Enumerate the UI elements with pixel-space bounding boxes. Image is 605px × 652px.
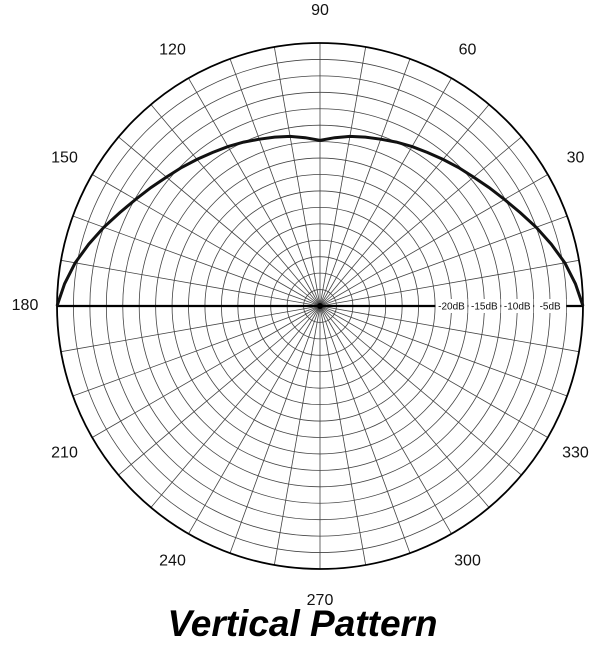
db-label-bg xyxy=(468,299,501,313)
db-label: -10dB xyxy=(504,302,531,313)
angle-label-330: 330 xyxy=(562,445,589,462)
angle-label-150: 150 xyxy=(51,150,78,167)
db-label: -5dB xyxy=(540,302,561,313)
angle-labels: 0306090120150180210240270300330 xyxy=(12,2,589,605)
angle-label-300: 300 xyxy=(454,553,481,570)
chart-title: Vertical Pattern xyxy=(167,603,438,644)
db-labels: -20dB -15dB -10dB -5dB xyxy=(435,299,567,313)
angle-label-240: 240 xyxy=(159,553,186,570)
db-label-bg xyxy=(435,299,468,313)
angle-label-270: 270 xyxy=(307,592,334,605)
pattern-line xyxy=(55,134,585,307)
angle-label-60: 60 xyxy=(459,42,477,59)
db-label-bg xyxy=(501,299,534,313)
polar-chart: 0306090120150180210240270300330 -20dB-15… xyxy=(12,2,589,605)
angle-label-90: 90 xyxy=(311,2,329,19)
angle-label-120: 120 xyxy=(159,42,186,59)
angle-label-210: 210 xyxy=(51,445,78,462)
angle-label-30: 30 xyxy=(567,150,585,167)
db-label: -15dB xyxy=(471,302,498,313)
db-label-bg xyxy=(534,299,567,313)
db-label: -20dB xyxy=(438,302,465,313)
angle-label-180: 180 xyxy=(12,297,39,314)
center-dot xyxy=(317,303,323,309)
